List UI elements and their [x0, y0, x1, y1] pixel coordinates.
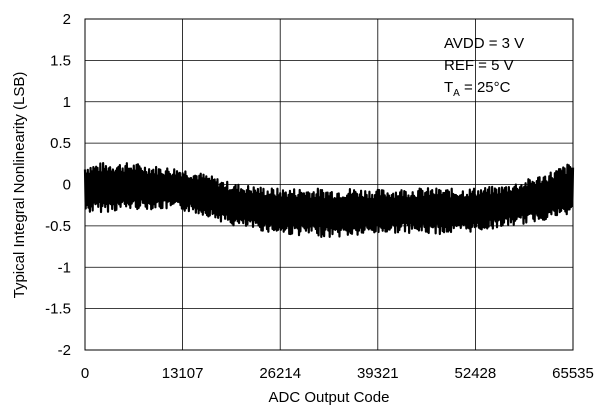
- annotation-temp: TA = 25°C: [444, 79, 511, 99]
- x-tick-label: 26214: [259, 365, 301, 382]
- x-axis-title: ADC Output Code: [269, 389, 390, 406]
- y-tick-labels: 2 1.5 1 0.5 0 -0.5 -1 -1.5 -2: [45, 11, 71, 359]
- y-tick-label: 2: [63, 11, 71, 28]
- annotation-temp-main: T: [444, 79, 453, 96]
- y-tick-label: -1: [58, 259, 71, 276]
- y-tick-label: -1.5: [45, 301, 71, 318]
- y-axis-title: Typical Integral Nonlinearity (LSB): [11, 72, 28, 299]
- annotation-avdd: AVDD = 3 V: [444, 35, 524, 52]
- annotation-temp-rest: = 25°C: [460, 79, 511, 96]
- y-tick-label: 0: [63, 177, 71, 194]
- x-tick-label: 13107: [162, 365, 204, 382]
- x-tick-label: 0: [81, 365, 89, 382]
- y-tick-label: -2: [58, 342, 71, 359]
- plot-frame: [84, 18, 574, 351]
- y-tick-label: 1: [63, 94, 71, 111]
- series-layer: [83, 161, 575, 238]
- x-tick-labels: 0 13107 26214 39321 52428 65535: [81, 365, 594, 382]
- x-tick-label: 65535: [552, 365, 594, 382]
- annotation-ref: REF = 5 V: [444, 57, 514, 74]
- x-tick-label: 52428: [455, 365, 497, 382]
- x-tick-label: 39321: [357, 365, 399, 382]
- y-tick-label: 1.5: [50, 52, 71, 69]
- y-tick-label: 0.5: [50, 135, 71, 152]
- inl-series-line: [83, 161, 575, 238]
- conditions-annotation: AVDD = 3 V REF = 5 V TA = 25°C: [444, 35, 524, 99]
- annotation-temp-sub: A: [453, 88, 460, 99]
- y-tick-label: -0.5: [45, 218, 71, 235]
